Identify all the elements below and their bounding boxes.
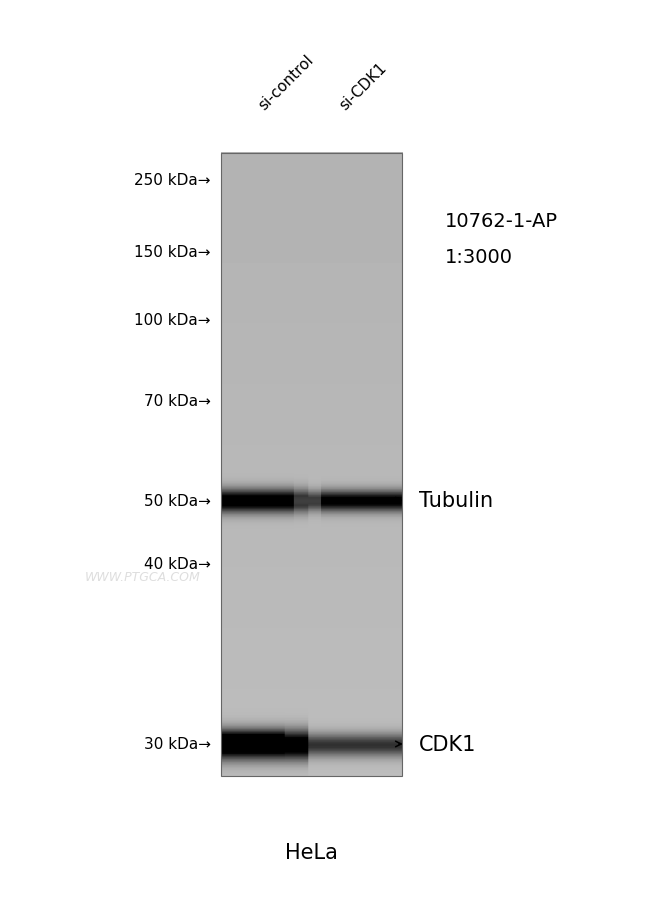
Text: CDK1: CDK1 [419,734,476,754]
Bar [221,153,402,776]
Text: Tubulin: Tubulin [419,491,493,511]
Text: 100 kDa→: 100 kDa→ [134,313,211,327]
Text: 150 kDa→: 150 kDa→ [134,245,211,260]
Text: 50 kDa→: 50 kDa→ [144,493,211,508]
Text: si-CDK1: si-CDK1 [337,60,389,113]
Text: si-control: si-control [256,52,316,113]
Text: 250 kDa→: 250 kDa→ [134,173,211,188]
Text: 70 kDa→: 70 kDa→ [144,394,211,409]
Text: 10762-1-AP: 10762-1-AP [445,211,557,231]
Text: WWW.PTGCA.COM: WWW.PTGCA.COM [85,571,201,584]
Text: HeLa: HeLa [285,842,338,862]
Text: 1:3000: 1:3000 [445,247,513,267]
Text: 40 kDa→: 40 kDa→ [144,557,211,571]
Text: 30 kDa→: 30 kDa→ [144,737,211,751]
